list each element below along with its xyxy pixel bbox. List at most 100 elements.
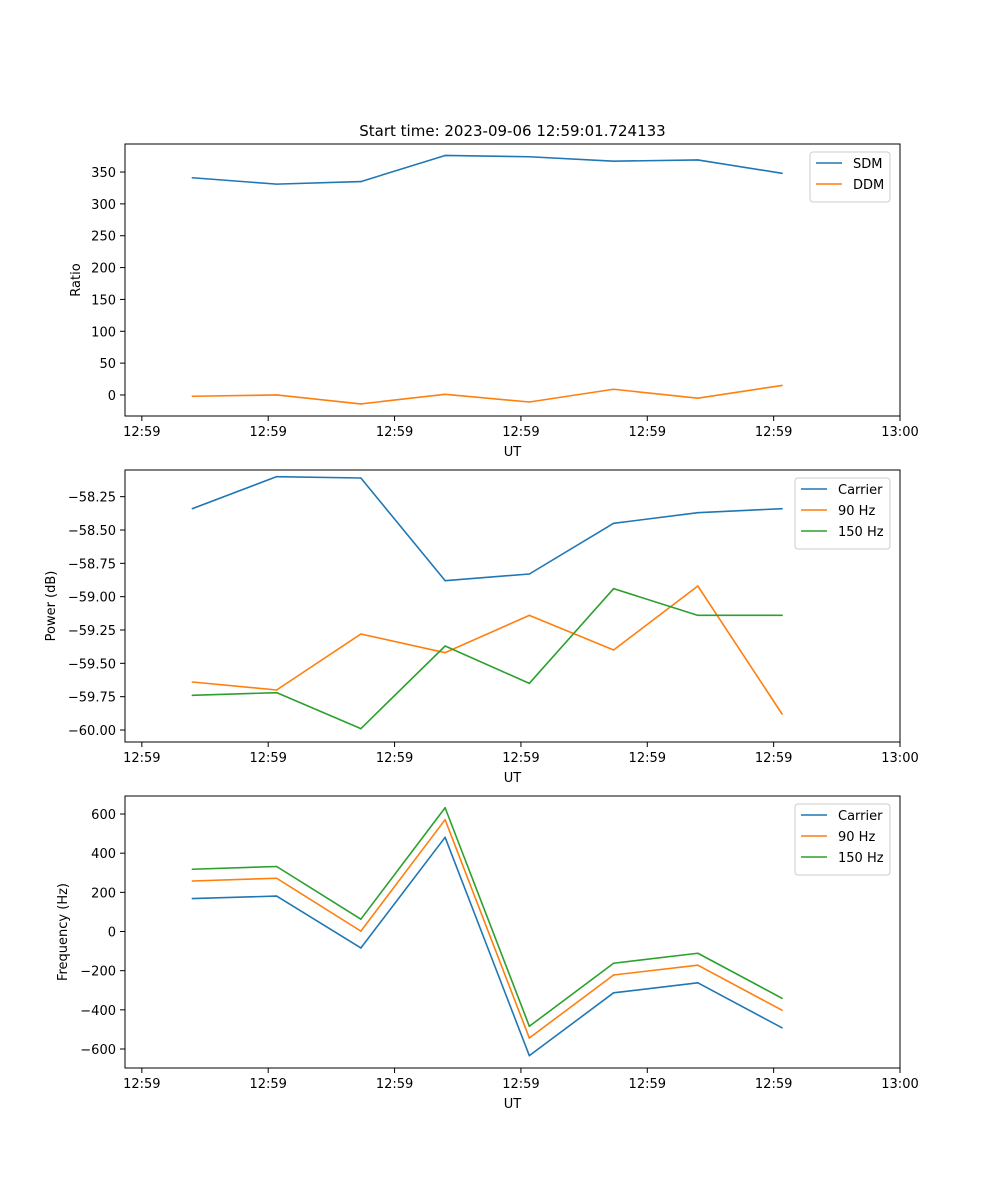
frequency-y-tick-label: 200 (91, 886, 116, 901)
figure-title: Start time: 2023-09-06 12:59:01.724133 (359, 122, 665, 140)
power-series-150-hz-point (444, 645, 446, 647)
frequency-series-150-hz-point (275, 865, 278, 868)
power-series-150-hz-point (275, 691, 278, 694)
power-y-axis-label: Power (dB) (44, 571, 59, 642)
ratio-y-tick-label: 150 (91, 293, 116, 308)
power-x-tick-label: 12:59 (376, 751, 413, 766)
power-series-carrier-point (191, 507, 194, 510)
power-plot-area (124, 469, 901, 743)
frequency-series-150-hz-point (528, 1025, 531, 1028)
frequency-y-tick-label: −600 (80, 1043, 116, 1058)
frequency-x-tick-label: 12:59 (123, 1077, 160, 1092)
frequency-y-tick-label: −200 (80, 965, 116, 980)
power-panel: 12:59 12:59 12:59 12:59 12:59 12:59 13:00 −60.0… (44, 469, 919, 786)
ratio-series-ddm-point (191, 395, 194, 398)
power-series-150-hz-point (781, 614, 783, 617)
power-y-tick-label: −59.00 (68, 591, 116, 606)
frequency-series-90-hz-line (192, 818, 783, 1039)
frequency-series-carrier-line (192, 836, 783, 1057)
ratio-series-ddm-line (192, 384, 783, 405)
power-series-150-hz-point (360, 727, 362, 730)
ratio-series-sdm-point (191, 176, 194, 179)
ratio-series-sdm-point (781, 172, 783, 175)
power-x-tick-label: 12:59 (502, 751, 539, 766)
ratio-legend-label-sdm: SDM (853, 157, 882, 172)
frequency-y-tick-label: 600 (91, 808, 116, 823)
power-series-150-hz-point (697, 614, 699, 617)
frequency-series-carrier-point (781, 1027, 783, 1029)
ratio-y-tick-label: 200 (91, 262, 116, 277)
ratio-y-tick-label: 50 (99, 357, 116, 372)
power-series-carrier-point (360, 477, 362, 479)
ratio-series-sdm-point (275, 183, 278, 185)
ratio-series-sdm-point (444, 154, 446, 157)
ratio-legend: SDM DDM (809, 151, 891, 203)
frequency-series-90-hz-point (360, 930, 362, 932)
ratio-x-tick-label: 12:59 (249, 425, 286, 440)
power-series-carrier-point (612, 522, 615, 525)
power-y-tick-label: −60.00 (68, 724, 116, 739)
power-legend: Carrier 90 Hz 150 Hz (794, 477, 891, 550)
frequency-x-tick-label: 12:59 (376, 1077, 413, 1092)
frequency-series-90-hz-point (191, 880, 194, 882)
ratio-x-tick-label: 12:59 (629, 425, 666, 440)
power-series-carrier-point (444, 579, 446, 582)
ratio-y-tick-label: 300 (91, 198, 116, 213)
frequency-x-tick-label: 12:59 (249, 1077, 286, 1092)
frequency-series-150-hz-point (360, 918, 362, 920)
frequency-legend-label-90-hz: 90 Hz (838, 830, 875, 845)
frequency-y-axis-label: Frequency (Hz) (56, 883, 71, 981)
ratio-y-axis-label: Ratio (69, 263, 84, 296)
ratio-y-tick-label: 250 (91, 230, 116, 245)
power-series-carrier-point (697, 511, 699, 514)
power-series-150-hz-point (612, 587, 615, 590)
power-series-carrier-line (192, 475, 783, 582)
ratio-series-sdm-point (528, 155, 531, 158)
power-legend-label-carrier: Carrier (838, 483, 883, 498)
ratio-x-tick-label: 12:59 (502, 425, 539, 440)
frequency-series-carrier-point (697, 982, 699, 984)
power-x-axis-label: UT (504, 771, 522, 786)
frequency-x-tick-label: 12:59 (755, 1077, 792, 1092)
frequency-legend-label-150-hz: 150 Hz (838, 851, 884, 866)
power-series-150-hz-point (528, 682, 531, 685)
power-y-tick-label: −58.50 (68, 524, 116, 539)
frequency-series-150-hz-line (192, 806, 783, 1028)
power-series-90-hz-point (612, 649, 615, 651)
power-series-90-hz-point (275, 689, 278, 691)
ratio-series-ddm-point (697, 397, 699, 399)
frequency-series-90-hz-point (528, 1037, 531, 1039)
ratio-series-sdm-point (360, 180, 362, 183)
power-x-tick-label: 12:59 (629, 751, 666, 766)
ratio-plot-area (124, 143, 901, 417)
power-x-tick-label: 12:59 (123, 751, 160, 766)
power-y-tick-label: −59.50 (68, 657, 116, 672)
frequency-series-carrier-point (360, 947, 362, 949)
frequency-series-carrier-point (275, 895, 278, 897)
ratio-y-tick-label: 100 (91, 325, 116, 340)
power-y-tick-label: −59.25 (68, 624, 116, 639)
power-series-90-hz-point (528, 614, 531, 617)
frequency-series-carrier-point (528, 1054, 531, 1057)
frequency-series-90-hz-point (275, 877, 278, 880)
ratio-series-ddm-point (781, 384, 783, 387)
ratio-x-tick-label: 13:00 (881, 425, 918, 440)
ratio-x-tick-label: 12:59 (376, 425, 413, 440)
frequency-series-150-hz-point (191, 868, 194, 871)
power-legend-label-90-hz: 90 Hz (838, 504, 875, 519)
frequency-series-90-hz-point (697, 964, 699, 966)
power-y-tick-label: −59.75 (68, 691, 116, 706)
ratio-y-tick-label: 0 (108, 389, 116, 404)
power-series-90-hz-line (192, 585, 783, 715)
frequency-series-90-hz-point (781, 1009, 783, 1012)
frequency-x-axis-label: UT (504, 1097, 522, 1112)
frequency-x-tick-label: 12:59 (629, 1077, 666, 1092)
frequency-y-tick-label: 0 (108, 926, 116, 941)
ratio-series-sdm-point (612, 160, 615, 162)
ratio-series-ddm-point (528, 401, 531, 403)
frequency-series-150-hz-point (612, 962, 615, 965)
frequency-series-carrier-point (612, 992, 615, 994)
frequency-series-carrier-point (444, 836, 446, 839)
frequency-series-90-hz-point (444, 818, 446, 821)
frequency-y-tick-label: −400 (80, 1004, 116, 1019)
